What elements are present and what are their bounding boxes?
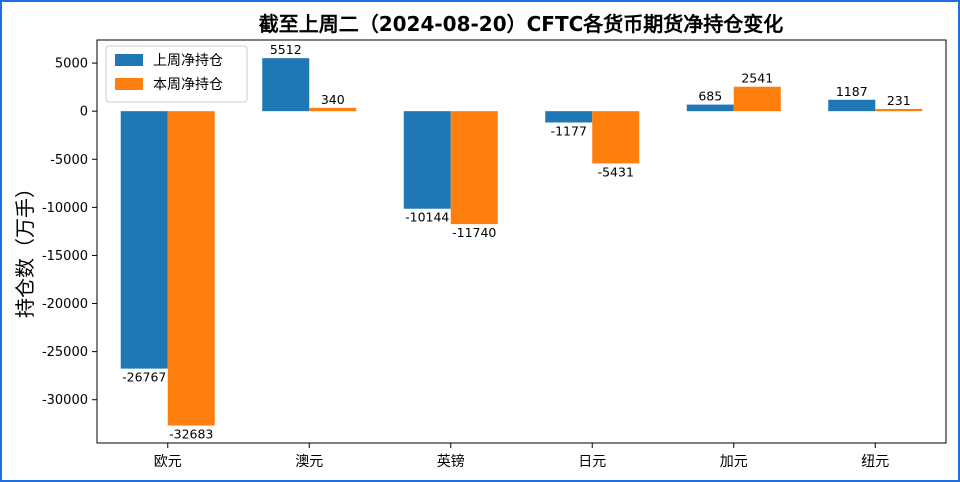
axes-layer: 欧元 澳元 英镑 日元 加元 纽元 5000 0 -5000 -10000 -15000 -20000… — [42, 39, 947, 470]
bar-澳元-上周净持仓 — [262, 58, 310, 112]
x-tick-label-加元: 加元 — [720, 454, 748, 470]
bars-layer — [120, 58, 923, 426]
x-tick-label-欧元: 欧元 — [154, 454, 182, 470]
chart-title: 截至上周二（2024-08-20）CFTC各货币期货净持仓变化 — [259, 12, 784, 36]
data-label-加元-上周净持仓: 685 — [698, 89, 722, 104]
y-tick-label: -10000 — [42, 201, 88, 216]
plot-area-border — [96, 39, 947, 444]
legend-label-上周净持仓: 上周净持仓 — [153, 53, 223, 69]
y-tick-label: -20000 — [42, 297, 88, 312]
x-tick-label-澳元: 澳元 — [295, 454, 323, 470]
bar-加元-本周净持仓 — [733, 86, 781, 112]
data-label-欧元-上周净持仓: -26767 — [122, 370, 166, 385]
x-tick-label-纽元: 纽元 — [861, 454, 889, 470]
bar-纽元-上周净持仓 — [828, 99, 876, 112]
legend-swatch-上周净持仓 — [115, 54, 143, 66]
bar-日元-本周净持仓 — [592, 111, 640, 164]
legend-swatch-本周净持仓 — [115, 78, 143, 90]
bar-澳元-本周净持仓 — [309, 107, 357, 112]
data-label-英镑-上周净持仓: -10144 — [405, 210, 449, 225]
y-axis-label: 持仓数（万手） — [13, 178, 37, 318]
x-tick-label-日元: 日元 — [578, 454, 606, 470]
bar-英镑-本周净持仓 — [450, 111, 498, 225]
x-tick-label-英镑: 英镑 — [437, 453, 465, 470]
data-label-欧元-本周净持仓: -32683 — [169, 427, 213, 442]
y-tick-label: -25000 — [42, 345, 88, 360]
data-label-澳元-本周净持仓: 340 — [321, 92, 345, 107]
bar-英镑-上周净持仓 — [403, 111, 451, 209]
y-tick-label: -30000 — [42, 393, 88, 408]
y-tick-label: -15000 — [42, 249, 88, 264]
bar-日元-上周净持仓 — [545, 111, 593, 123]
data-label-加元-本周净持仓: 2541 — [741, 71, 773, 86]
data-labels-layer: -26767 -32683 5512 340 -10144-11740 -1177 -543… — [122, 42, 911, 441]
bar-欧元-上周净持仓 — [120, 111, 168, 369]
data-label-纽元-本周净持仓: 231 — [887, 93, 911, 108]
data-label-英镑-本周净持仓: -11740 — [452, 225, 496, 240]
y-tick-label: -5000 — [50, 153, 88, 168]
bar-纽元-本周净持仓 — [875, 108, 923, 112]
bar-加元-上周净持仓 — [686, 104, 734, 112]
y-tick-label: 0 — [80, 105, 88, 120]
data-label-日元-上周净持仓: -1177 — [551, 123, 587, 138]
legend-label-本周净持仓: 本周净持仓 — [153, 77, 223, 93]
data-label-日元-本周净持仓: -5431 — [598, 164, 634, 179]
data-label-纽元-上周净持仓: 1187 — [836, 84, 868, 99]
data-label-澳元-上周净持仓: 5512 — [270, 42, 302, 57]
y-tick-label: 5000 — [55, 57, 88, 72]
bar-欧元-本周净持仓 — [167, 111, 215, 426]
